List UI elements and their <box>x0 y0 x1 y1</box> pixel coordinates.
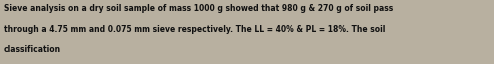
Text: classification: classification <box>4 45 61 54</box>
Text: through a 4.75 mm and 0.075 mm sieve respectively. The LL = 40% & PL = 18%. The : through a 4.75 mm and 0.075 mm sieve res… <box>4 25 385 34</box>
Text: Sieve analysis on a dry soil sample of mass 1000 g showed that 980 g & 270 g of : Sieve analysis on a dry soil sample of m… <box>4 4 393 14</box>
